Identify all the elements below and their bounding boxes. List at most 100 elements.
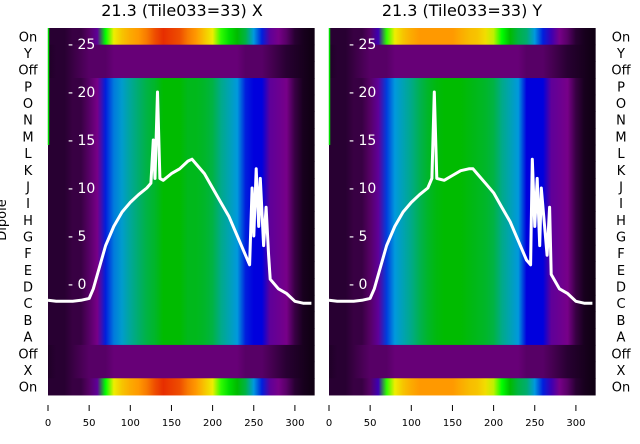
- row-label-a: A: [617, 331, 626, 346]
- heatmap-row-j: [48, 178, 315, 196]
- heatmap-row-i: [329, 194, 596, 212]
- x-tick-label: 150: [443, 418, 462, 429]
- heatmap-row-y: [329, 44, 596, 62]
- row-label-on: On: [612, 381, 630, 396]
- heatmap-row-n: [48, 111, 315, 129]
- row-label-e: E: [617, 264, 625, 279]
- row-label-m: M: [22, 130, 33, 145]
- x-tick-label: 0: [326, 418, 332, 429]
- row-label-c: C: [23, 297, 32, 312]
- row-label-f: F: [24, 247, 31, 262]
- heatmap-row-g: [329, 228, 596, 246]
- heatmap-row-f: [48, 244, 315, 263]
- power-line-series: [328, 90, 593, 305]
- heatmap-row-b: [329, 311, 596, 329]
- x-tick-label: 50: [364, 418, 377, 429]
- heatmap-row-p: [48, 78, 315, 96]
- y-tick-label: - 25: [349, 37, 376, 53]
- row-label-on: On: [19, 381, 37, 396]
- row-label-j: J: [25, 180, 30, 195]
- heatmap-row-p: [329, 78, 596, 96]
- x-tick-label: 100: [121, 418, 140, 429]
- row-label-i: I: [26, 197, 30, 212]
- row-label-p: P: [617, 80, 625, 95]
- x-tick-label: 250: [525, 418, 544, 429]
- heatmap-row-o: [329, 94, 596, 112]
- row-label-off: Off: [18, 64, 38, 79]
- row-label-c: C: [616, 297, 625, 312]
- row-label-g: G: [23, 231, 33, 246]
- y-tick-label: - 15: [349, 133, 376, 149]
- heatmap-row-h: [329, 211, 596, 229]
- row-label-x: X: [24, 364, 33, 379]
- heatmap-row-o: [48, 94, 315, 112]
- x-tick-label: 300: [566, 418, 585, 429]
- row-label-d: D: [23, 281, 33, 296]
- heatmap-row-e: [329, 261, 596, 279]
- row-label-b: B: [24, 314, 33, 329]
- heatmap-row-off: [48, 344, 315, 363]
- row-label-on: On: [612, 30, 630, 45]
- x-tick-label: 200: [484, 418, 503, 429]
- heatmap-row-f: [329, 244, 596, 263]
- heatmap-row-n: [329, 111, 596, 129]
- heatmap-row-off: [329, 61, 596, 79]
- row-label-f: F: [617, 247, 624, 262]
- x-tick-label: 100: [402, 418, 421, 429]
- heatmap-row-x: [48, 361, 315, 379]
- row-label-o: O: [616, 97, 626, 112]
- heatmap-row-c: [329, 294, 596, 313]
- y-tick-label: - 15: [68, 133, 95, 149]
- x-tick-label: 250: [244, 418, 263, 429]
- row-label-off: Off: [611, 64, 631, 79]
- row-label-d: D: [616, 281, 626, 296]
- chart-title-y: 21.3 (Tile033=33) Y: [382, 1, 543, 20]
- heatmap-row-g: [48, 228, 315, 246]
- heatmap-row-b: [48, 311, 315, 329]
- row-label-l: L: [24, 147, 32, 162]
- y-tick-label: - 5: [68, 229, 86, 245]
- heatmap-row-m: [48, 128, 315, 146]
- row-label-n: N: [23, 114, 33, 129]
- row-label-y: Y: [23, 47, 32, 62]
- y-tick-label: - 0: [349, 277, 367, 293]
- row-label-b: B: [617, 314, 626, 329]
- power-line-series: [47, 90, 312, 305]
- chart-title-x: 21.3 (Tile033=33) X: [101, 1, 263, 20]
- row-label-h: H: [616, 214, 626, 229]
- heatmap-row-on: [329, 28, 596, 46]
- heatmap-row-a: [329, 328, 596, 346]
- heatmap-row-m: [329, 128, 596, 146]
- heatmap-row-d: [48, 278, 315, 296]
- row-label-off: Off: [18, 347, 38, 362]
- row-label-k: K: [24, 164, 33, 179]
- heatmap-row-on: [329, 378, 596, 396]
- row-label-k: K: [617, 164, 626, 179]
- x-tick-label: 200: [203, 418, 222, 429]
- heatmap-row-l: [48, 144, 315, 162]
- row-label-p: P: [24, 80, 32, 95]
- row-label-n: N: [616, 114, 626, 129]
- row-label-l: L: [617, 147, 625, 162]
- heatmap-row-i: [48, 194, 315, 212]
- x-tick-label: 150: [162, 418, 181, 429]
- y-tick-label: - 20: [349, 85, 376, 101]
- row-label-on: On: [19, 30, 37, 45]
- panel-x-polarization: - 0 - 5 - 10 - 15 - 20 - 25 0 50 100 150 200 250 300: [45, 28, 315, 429]
- row-label-y: Y: [616, 47, 625, 62]
- x-tick-label: 0: [45, 418, 51, 429]
- row-label-g: G: [616, 231, 626, 246]
- heatmap-row-a: [48, 328, 315, 346]
- y-tick-label: - 5: [349, 229, 367, 245]
- y-tick-label: - 0: [68, 277, 86, 293]
- row-label-x: X: [617, 364, 626, 379]
- row-label-h: H: [23, 214, 33, 229]
- x-tick-label: 50: [83, 418, 96, 429]
- heatmap-row-c: [48, 294, 315, 313]
- y-axis-label: Dipole: [0, 199, 10, 240]
- y-tick-label: - 25: [68, 37, 95, 53]
- y-tick-label: - 10: [349, 181, 376, 197]
